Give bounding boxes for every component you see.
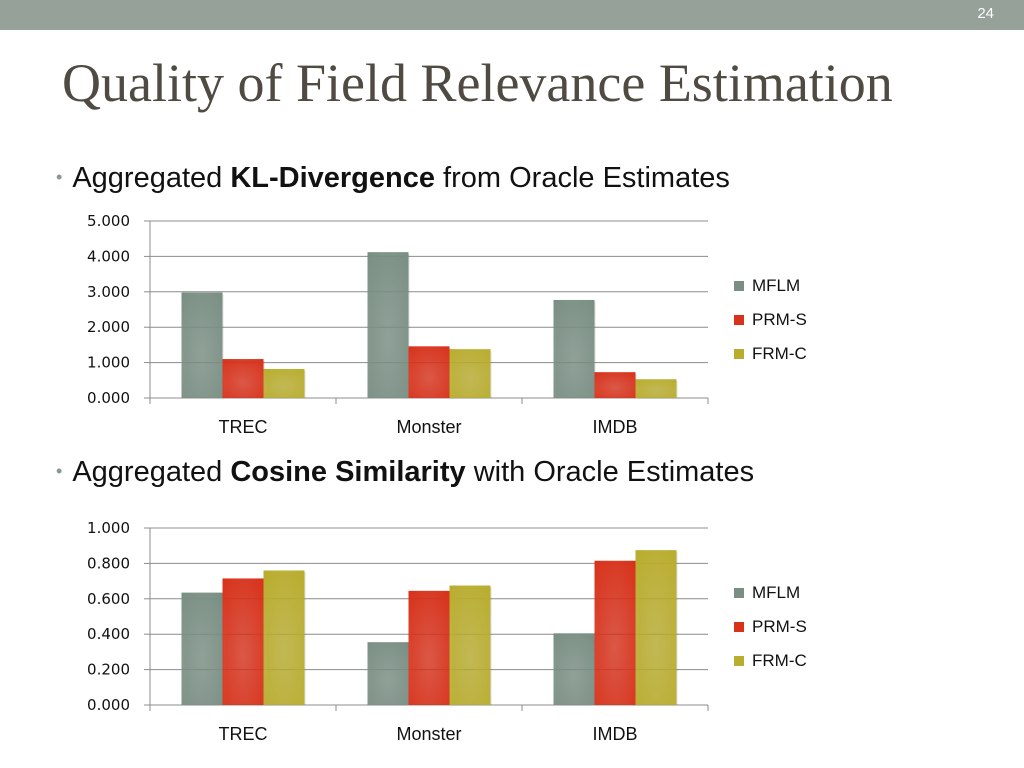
bullet-prefix: Aggregated — [72, 456, 231, 488]
bar-frm-c-monster — [449, 349, 491, 398]
bullet-dot-icon: • — [56, 167, 63, 187]
legend-label-prm-s: PRM-S — [752, 617, 807, 636]
legend-label-frm-c: FRM-C — [752, 344, 807, 363]
legend-swatch-mflm — [734, 588, 744, 598]
slide-number: 24 — [977, 5, 994, 22]
y-tick-label: 1.000 — [87, 354, 130, 372]
bar-frm-c-trec — [263, 570, 305, 705]
bar-frm-c-imdb — [635, 379, 677, 398]
cosine-similarity-chart: 0.000 0.200 0.400 0.600 0.800 1.000 TREC Monste… — [87, 519, 807, 744]
legend-label-frm-c: FRM-C — [752, 651, 807, 670]
bullet-suffix: with Oracle Estimates — [465, 456, 755, 488]
x-category-label: Monster — [396, 724, 461, 744]
bar-prm-s-monster — [408, 346, 450, 398]
bullet-suffix: from Oracle Estimates — [435, 162, 730, 194]
bullet-bold: KL-Divergence — [230, 162, 435, 194]
slide-top-bar: 24 — [0, 0, 1024, 30]
bullet-cosine-similarity: • Aggregated Cosine Similarity with Oracl… — [56, 456, 754, 489]
bar-frm-c-imdb — [635, 550, 677, 705]
bar-mflm-imdb — [553, 299, 595, 398]
bar-prm-s-trec — [222, 359, 264, 398]
bullet-dot-icon: • — [56, 461, 63, 481]
x-category-label: TREC — [219, 724, 268, 744]
y-tick-label: 0.000 — [87, 389, 130, 407]
x-category-label: Monster — [396, 417, 461, 437]
legend-swatch-frm-c — [734, 656, 744, 666]
legend-label-mflm: MFLM — [752, 276, 800, 295]
bar-frm-c-trec — [263, 368, 305, 398]
bar-mflm-monster — [367, 252, 409, 398]
bar-mflm-trec — [181, 292, 223, 398]
bar-prm-s-imdb — [594, 560, 636, 705]
y-tick-label: 0.400 — [87, 625, 130, 643]
legend-swatch-mflm — [734, 281, 744, 291]
bullet-kl-divergence: • Aggregated KL-Divergence from Oracle Es… — [56, 162, 730, 195]
bar-prm-s-trec — [222, 578, 264, 705]
legend-label-prm-s: PRM-S — [752, 310, 807, 329]
bar-frm-c-monster — [449, 585, 491, 705]
legend-label-mflm: MFLM — [752, 583, 800, 602]
bar-mflm-imdb — [553, 633, 595, 705]
y-tick-label: 2.000 — [87, 318, 130, 336]
x-category-label: TREC — [219, 417, 268, 437]
legend-swatch-frm-c — [734, 349, 744, 359]
bullet-prefix: Aggregated — [72, 162, 231, 194]
bullet-bold: Cosine Similarity — [230, 456, 466, 488]
bar-prm-s-imdb — [594, 372, 636, 398]
legend-swatch-prm-s — [734, 622, 744, 632]
y-tick-label: 5.000 — [87, 212, 130, 230]
x-category-label: IMDB — [593, 724, 638, 744]
x-category-label: IMDB — [593, 417, 638, 437]
y-tick-label: 3.000 — [87, 283, 130, 301]
bar-mflm-monster — [367, 642, 409, 705]
y-tick-label: 0.000 — [87, 696, 130, 714]
y-tick-label: 1.000 — [87, 519, 130, 537]
bar-mflm-trec — [181, 592, 223, 705]
y-tick-label: 0.800 — [87, 554, 130, 572]
y-tick-label: 0.200 — [87, 661, 130, 679]
kl-divergence-chart: 0.000 1.000 2.000 3.000 4.000 5.000 TREC Monste… — [87, 212, 807, 437]
slide-title: Quality of Field Relevance Estimation — [62, 53, 893, 113]
y-tick-label: 0.600 — [87, 590, 130, 608]
legend-swatch-prm-s — [734, 315, 744, 325]
bar-prm-s-monster — [408, 590, 450, 705]
y-tick-label: 4.000 — [87, 247, 130, 265]
